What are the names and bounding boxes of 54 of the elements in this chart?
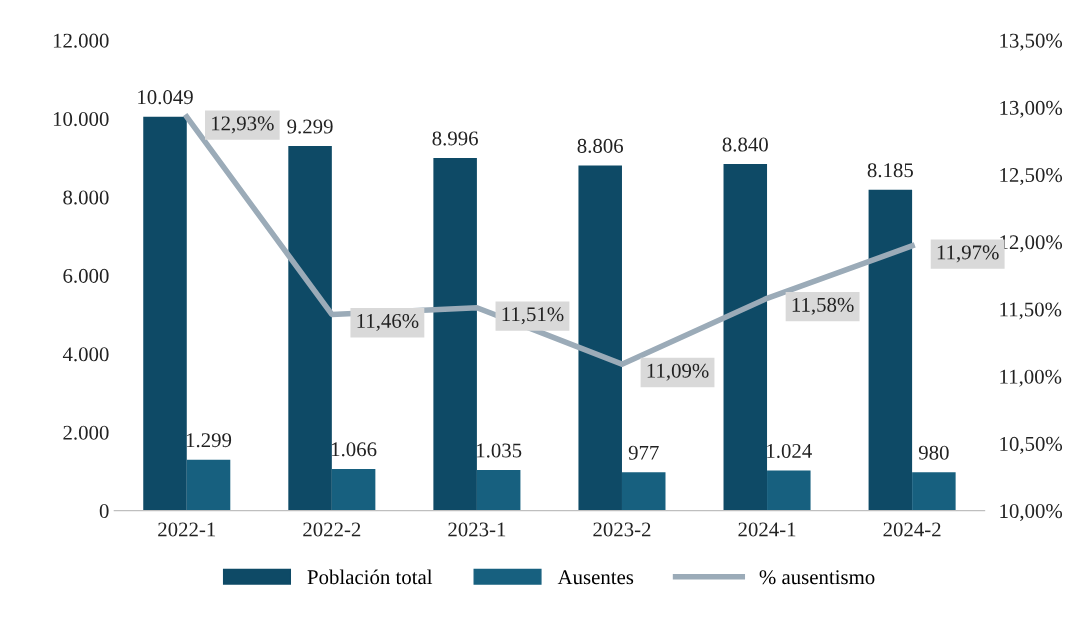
y2-tick-label: 11,00%: [1000, 369, 1062, 387]
bar: [868, 189, 913, 511]
legend-label: Ausentes: [557, 570, 634, 585]
x-tick-label: 2022-1: [158, 522, 216, 537]
data-label: 1.024: [767, 443, 812, 459]
y-tick-label: 8.000: [63, 190, 109, 205]
y-tick-label: 0: [99, 504, 109, 519]
legend-label: % ausentismo: [759, 570, 875, 585]
bar: [578, 165, 622, 511]
y-tick-label: 4.000: [62, 347, 109, 362]
bar: [912, 472, 956, 511]
y2-tick-label: 12,00%: [1000, 235, 1063, 253]
x-tick-label: 2024-1: [738, 522, 796, 537]
bar: [723, 164, 768, 511]
data-label: 8.185: [867, 163, 913, 178]
bar: [621, 472, 666, 511]
y2-tick-label: 10,00%: [1000, 504, 1063, 522]
x-tick-label: 2022-2: [303, 522, 361, 537]
data-label: 977: [628, 445, 659, 460]
y-tick-label: 6.000: [63, 268, 109, 283]
bar: [288, 146, 332, 511]
y2-tick-label: 13,50%: [1000, 33, 1063, 51]
data-label: 8.840: [722, 137, 768, 152]
x-tick-label: 2023-1: [448, 522, 506, 537]
bar: [186, 459, 231, 511]
data-label: 10.049: [138, 90, 193, 105]
x-tick-label: 2023-2: [593, 522, 651, 537]
y2-tick-label: 10,50%: [1000, 436, 1063, 454]
data-label: 11,46%: [357, 313, 419, 331]
y-tick-label: 10.000: [53, 112, 109, 127]
data-label: 1.066: [332, 442, 377, 457]
y-tick-label: 12.000: [53, 33, 109, 48]
x-tick-label: 2024-2: [883, 522, 941, 537]
data-label: 11,97%: [937, 245, 999, 263]
data-label: 1.299: [186, 433, 232, 448]
y-tick-label: 2.000: [63, 425, 109, 440]
data-label: 9.299: [287, 119, 333, 134]
data-label: 980: [918, 445, 949, 460]
data-label: 11,58%: [792, 297, 854, 315]
data-label: 8.806: [577, 138, 624, 153]
bar: [476, 470, 521, 511]
data-label: 1.035: [477, 443, 522, 458]
data-label: 11,09%: [647, 363, 709, 381]
y2-tick-label: 12,50%: [1000, 168, 1063, 186]
bar: [767, 470, 811, 511]
y2-tick-label: 11,50%: [1000, 302, 1062, 320]
y2-tick-label: 13,00%: [1000, 100, 1063, 118]
bar: [143, 116, 187, 511]
data-label: 12,93%: [212, 116, 274, 134]
legend-label: Población total: [307, 569, 433, 585]
data-label: 11,51%: [502, 307, 564, 325]
bar: [433, 158, 477, 511]
data-label: 8.996: [432, 131, 478, 146]
bar: [331, 468, 376, 511]
